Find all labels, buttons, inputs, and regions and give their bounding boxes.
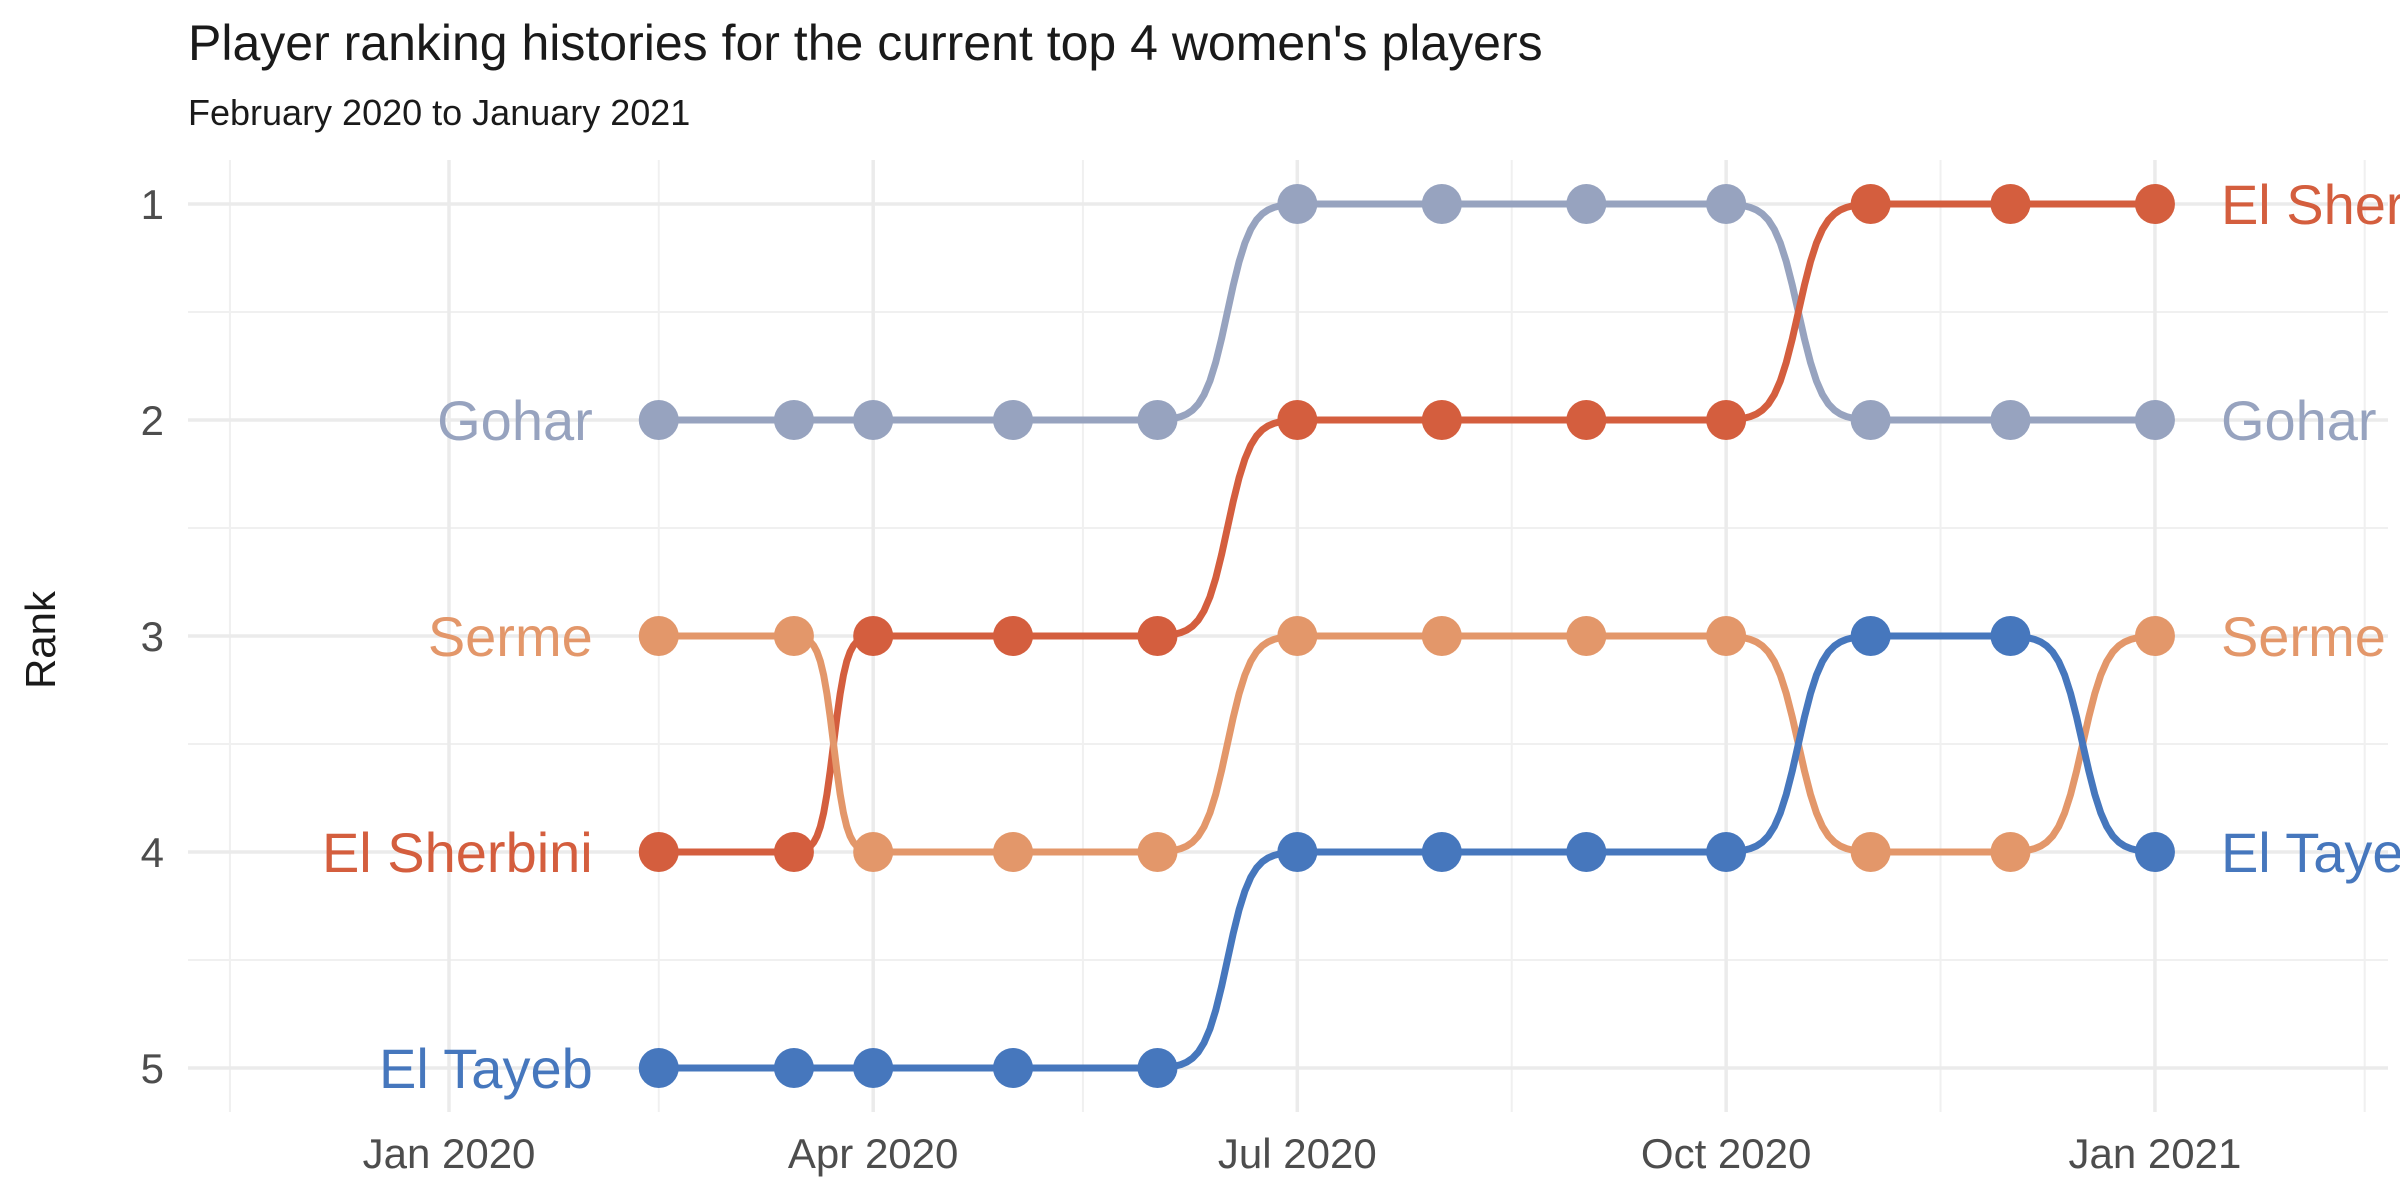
y-tick-label: 4 [141, 829, 164, 876]
series-label-end-gohar: Gohar [2221, 389, 2377, 452]
x-tick-label: Jul 2020 [1218, 1130, 1377, 1177]
x-tick-label: Jan 2020 [363, 1130, 536, 1177]
data-point-serme [1421, 616, 1462, 656]
data-point-gohar [773, 400, 814, 440]
series-label-end-el-tayeb: El Tayeb [2221, 821, 2400, 884]
data-point-gohar [853, 400, 894, 440]
series-line-el-tayeb [655, 632, 2159, 1072]
series-label-start-el-tayeb: El Tayeb [379, 1037, 593, 1100]
data-point-gohar [1421, 184, 1462, 224]
data-point-serme [853, 832, 894, 872]
y-axis-title: Rank [17, 590, 64, 689]
data-point-el-sherbini [853, 616, 894, 656]
data-point-serme [1850, 832, 1891, 872]
series-label-start-gohar: Gohar [437, 389, 593, 452]
data-point-el-tayeb [2134, 832, 2175, 872]
data-point-el-tayeb [1421, 832, 1462, 872]
series-end-labels: Gohar Gohar El Sherbini El Sherbini Serme Ser… [322, 173, 2400, 1100]
data-point-serme [1277, 616, 1318, 656]
data-point-el-sherbini [993, 616, 1033, 656]
data-point-gohar [1566, 184, 1607, 224]
series-label-start-serme: Serme [428, 605, 593, 668]
data-point-gohar [1137, 400, 1178, 440]
y-tick-label: 1 [141, 181, 164, 228]
data-point-el-sherbini [1566, 400, 1607, 440]
data-point-serme [2134, 616, 2175, 656]
data-point-el-sherbini [1137, 616, 1178, 656]
data-point-el-tayeb [1137, 1048, 1178, 1088]
data-point-serme [1137, 832, 1178, 872]
data-point-el-tayeb [773, 1048, 814, 1088]
data-point-el-sherbini [2134, 184, 2175, 224]
series-lines [655, 200, 2159, 1072]
series-label-end-serme: Serme [2221, 605, 2386, 668]
data-point-el-sherbini [1277, 400, 1318, 440]
data-point-el-sherbini [1850, 184, 1891, 224]
data-point-el-sherbini [638, 832, 679, 872]
data-point-el-tayeb [1850, 616, 1891, 656]
y-tick-label: 2 [141, 397, 164, 444]
data-point-el-sherbini [773, 832, 814, 872]
chart-subtitle: February 2020 to January 2021 [188, 92, 691, 133]
series-line-serme [655, 632, 2159, 856]
data-point-serme [1990, 832, 2031, 872]
series-line-gohar [655, 200, 2159, 424]
data-point-serme [1706, 616, 1747, 656]
x-tick-label: Apr 2020 [788, 1130, 958, 1177]
data-point-el-sherbini [1990, 184, 2031, 224]
data-point-gohar [993, 400, 1033, 440]
series-points [638, 184, 2175, 1088]
data-point-gohar [1706, 184, 1747, 224]
data-point-serme [773, 616, 814, 656]
series-label-start-el-sherbini: El Sherbini [322, 821, 593, 884]
x-tick-label: Jan 2021 [2069, 1130, 2242, 1177]
data-point-el-sherbini [1706, 400, 1747, 440]
data-point-el-sherbini [1421, 400, 1462, 440]
data-point-gohar [1277, 184, 1318, 224]
data-point-gohar [638, 400, 679, 440]
x-tick-label: Oct 2020 [1641, 1130, 1811, 1177]
data-point-el-tayeb [1566, 832, 1607, 872]
series-label-end-el-sherbini: El Sherbini [2221, 173, 2400, 236]
data-point-gohar [2134, 400, 2175, 440]
data-point-el-tayeb [993, 1048, 1033, 1088]
data-point-el-tayeb [638, 1048, 679, 1088]
minor-gridlines [188, 160, 2388, 1112]
data-point-serme [638, 616, 679, 656]
data-point-el-tayeb [853, 1048, 894, 1088]
data-point-el-tayeb [1706, 832, 1747, 872]
y-tick-label: 3 [141, 613, 164, 660]
data-point-el-tayeb [1277, 832, 1318, 872]
data-point-serme [993, 832, 1033, 872]
data-point-gohar [1990, 400, 2031, 440]
data-point-gohar [1850, 400, 1891, 440]
data-point-el-tayeb [1990, 616, 2031, 656]
tick-labels: Jan 2020 Apr 2020 Jul 2020 Oct 2020 Jan 2021… [141, 181, 2242, 1177]
y-tick-label: 5 [141, 1045, 164, 1092]
data-point-serme [1566, 616, 1607, 656]
chart-title: Player ranking histories for the current… [188, 15, 1543, 71]
